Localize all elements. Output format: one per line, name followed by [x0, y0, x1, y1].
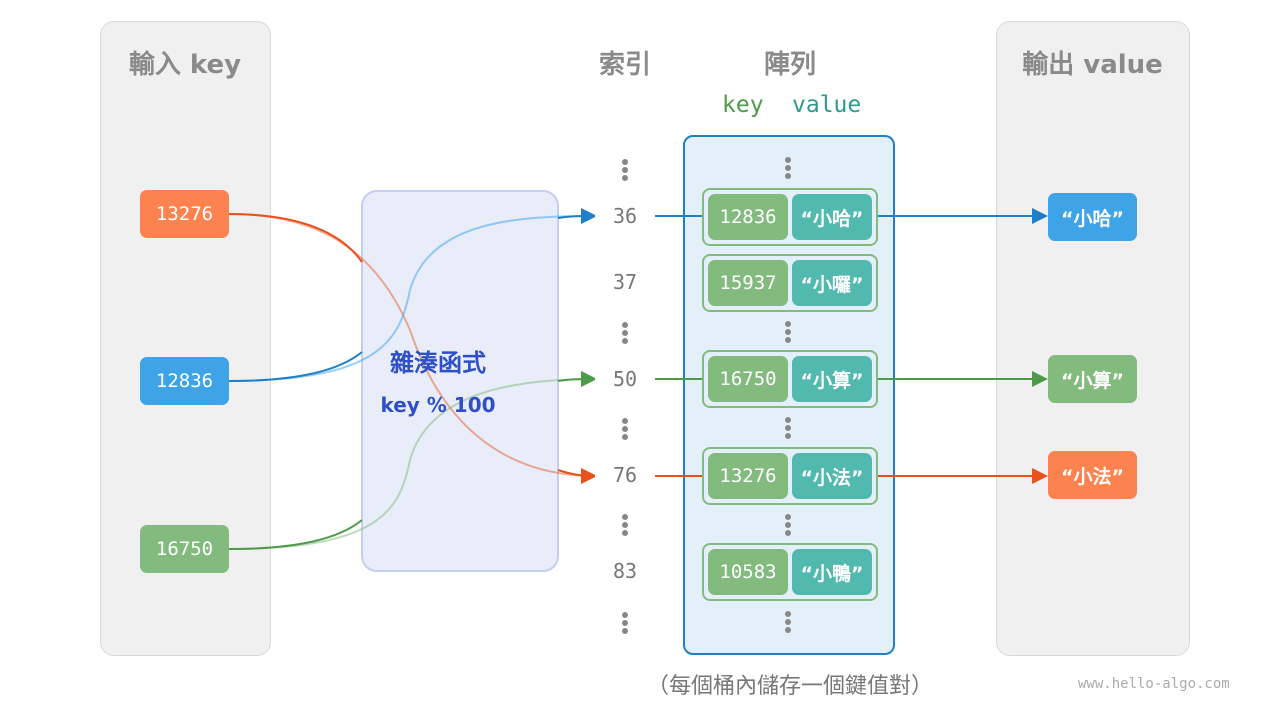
value-label: value [792, 92, 862, 118]
input-key: 12836 [140, 357, 229, 405]
index-label: 37 [612, 270, 638, 294]
ellipsis-icon [785, 321, 791, 345]
output-value: “小法” [1048, 451, 1137, 499]
index-label: 76 [595, 463, 655, 487]
bucket: 12836 “小哈” [702, 188, 878, 246]
array-title: 陣列 [763, 50, 816, 80]
bucket: 10583 “小鴨” [702, 543, 878, 601]
index-label: 36 [595, 204, 655, 228]
bucket: 16750 “小算” [702, 350, 878, 408]
input-key: 16750 [140, 525, 229, 573]
key-label: key [722, 92, 764, 118]
index-label: 83 [612, 559, 638, 583]
output-value: “小哈” [1048, 193, 1137, 241]
bucket: 13276 “小法” [702, 447, 878, 505]
ellipsis-icon [785, 611, 791, 635]
arrow-13276 [228, 213, 597, 484]
index-label: 50 [595, 367, 655, 391]
input-title: 輸入 key [128, 50, 242, 80]
arrow-12836 [228, 208, 597, 382]
caption: （每個桶內儲存一個鍵值對） [646, 674, 933, 699]
ellipsis-icon [622, 418, 628, 442]
hash-formula: key % 100 [380, 393, 496, 417]
index-title: 索引 [598, 50, 651, 80]
bucket: 15937 “小囉” [702, 254, 878, 312]
hash-title: 雜湊函式 [390, 349, 486, 377]
ellipsis-icon [785, 514, 791, 538]
ellipsis-icon [622, 612, 628, 636]
watermark: www.hello-algo.com [1078, 676, 1230, 692]
ellipsis-icon [785, 157, 791, 181]
arrow-16750 [228, 371, 597, 550]
input-key: 13276 [140, 190, 229, 238]
ellipsis-icon [622, 159, 628, 183]
ellipsis-icon [622, 514, 628, 538]
output-title: 輸出 value [1022, 50, 1163, 80]
output-panel [996, 21, 1190, 656]
ellipsis-icon [622, 322, 628, 346]
output-value: “小算” [1048, 355, 1137, 403]
ellipsis-icon [785, 417, 791, 441]
